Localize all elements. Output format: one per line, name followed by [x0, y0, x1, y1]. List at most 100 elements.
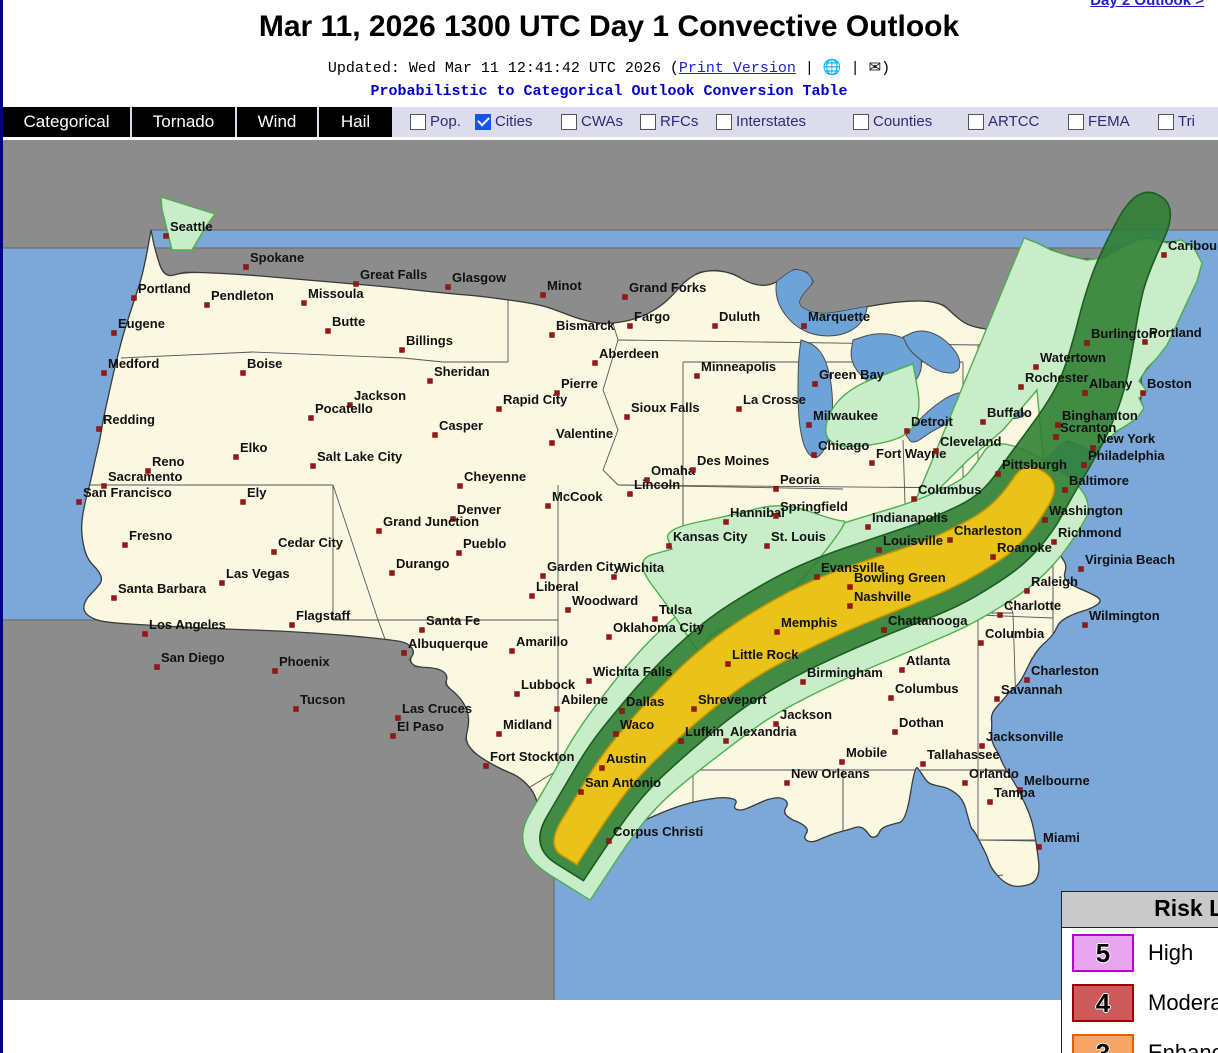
svg-text:Watertown: Watertown	[1040, 350, 1106, 365]
svg-text:Austin: Austin	[606, 751, 647, 766]
svg-text:Eugene: Eugene	[118, 316, 165, 331]
svg-text:Louisville: Louisville	[883, 533, 943, 548]
svg-text:Garden City: Garden City	[547, 559, 621, 574]
svg-text:Buffalo: Buffalo	[987, 405, 1032, 420]
svg-text:San Antonio: San Antonio	[585, 775, 661, 790]
svg-text:Alexandria: Alexandria	[730, 724, 797, 739]
svg-text:Roanoke: Roanoke	[997, 540, 1052, 555]
svg-text:La Crosse: La Crosse	[743, 392, 806, 407]
svg-text:Lubbock: Lubbock	[521, 677, 576, 692]
svg-text:Portland: Portland	[138, 281, 191, 296]
svg-text:Santa Barbara: Santa Barbara	[118, 581, 207, 596]
svg-text:Great Falls: Great Falls	[360, 267, 427, 282]
svg-text:Cedar City: Cedar City	[278, 535, 344, 550]
svg-text:Sheridan: Sheridan	[434, 364, 490, 379]
svg-text:San Diego: San Diego	[161, 650, 225, 665]
svg-text:Detroit: Detroit	[911, 414, 954, 429]
svg-text:Pendleton: Pendleton	[211, 288, 274, 303]
svg-text:St. Louis: St. Louis	[771, 529, 826, 544]
svg-text:Grand Forks: Grand Forks	[629, 280, 706, 295]
svg-text:Springfield: Springfield	[780, 499, 848, 514]
svg-text:Salt Lake City: Salt Lake City	[317, 449, 403, 464]
svg-text:Richmond: Richmond	[1058, 525, 1122, 540]
svg-text:Dallas: Dallas	[626, 694, 664, 709]
svg-text:Baltimore: Baltimore	[1069, 473, 1129, 488]
svg-text:Milwaukee: Milwaukee	[813, 408, 878, 423]
svg-text:Jackson: Jackson	[780, 707, 832, 722]
svg-text:Aberdeen: Aberdeen	[599, 346, 659, 361]
svg-text:Bowling Green: Bowling Green	[854, 570, 946, 585]
svg-text:Washington: Washington	[1049, 503, 1123, 518]
svg-text:Tallahassee: Tallahassee	[927, 747, 1000, 762]
svg-text:Fresno: Fresno	[129, 528, 172, 543]
svg-text:Waco: Waco	[620, 717, 654, 732]
svg-text:Marquette: Marquette	[808, 309, 870, 324]
svg-text:Las Cruces: Las Cruces	[402, 701, 472, 716]
svg-text:Sioux Falls: Sioux Falls	[631, 400, 700, 415]
svg-text:Philadelphia: Philadelphia	[1088, 448, 1165, 463]
svg-text:Cleveland: Cleveland	[940, 434, 1001, 449]
svg-text:Bismarck: Bismarck	[556, 318, 615, 333]
svg-text:Oklahoma City: Oklahoma City	[613, 620, 705, 635]
svg-text:Caribou: Caribou	[1168, 238, 1217, 253]
svg-text:Pocatello: Pocatello	[315, 401, 373, 416]
svg-text:Dothan: Dothan	[899, 715, 944, 730]
svg-text:Wichita: Wichita	[618, 560, 665, 575]
svg-text:Woodward: Woodward	[572, 593, 638, 608]
svg-text:Casper: Casper	[439, 418, 483, 433]
svg-text:Indianapolis: Indianapolis	[872, 510, 948, 525]
svg-text:Albuquerque: Albuquerque	[408, 636, 488, 651]
svg-text:Durango: Durango	[396, 556, 450, 571]
svg-text:Tucson: Tucson	[300, 692, 345, 707]
svg-text:Flagstaff: Flagstaff	[296, 608, 351, 623]
svg-text:Burlington: Burlington	[1091, 326, 1157, 341]
svg-text:Tulsa: Tulsa	[659, 602, 693, 617]
svg-text:Charlotte: Charlotte	[1004, 598, 1061, 613]
svg-text:Jacksonville: Jacksonville	[986, 729, 1063, 744]
svg-text:Ely: Ely	[247, 485, 267, 500]
svg-text:Midland: Midland	[503, 717, 552, 732]
svg-text:Nashville: Nashville	[854, 589, 911, 604]
svg-text:Peoria: Peoria	[780, 472, 821, 487]
svg-text:Columbus: Columbus	[895, 681, 959, 696]
svg-text:Kansas City: Kansas City	[673, 529, 748, 544]
svg-text:Los Angeles: Los Angeles	[149, 617, 226, 632]
svg-text:Seattle: Seattle	[170, 219, 213, 234]
svg-text:Columbus: Columbus	[918, 482, 982, 497]
svg-text:Atlanta: Atlanta	[906, 653, 951, 668]
svg-text:Miami: Miami	[1043, 830, 1080, 845]
svg-text:Pueblo: Pueblo	[463, 536, 506, 551]
svg-text:Fargo: Fargo	[634, 309, 670, 324]
svg-text:McCook: McCook	[552, 489, 603, 504]
svg-text:Cheyenne: Cheyenne	[464, 469, 526, 484]
svg-text:Orlando: Orlando	[969, 766, 1019, 781]
svg-text:Glasgow: Glasgow	[452, 270, 507, 285]
svg-text:Las Vegas: Las Vegas	[226, 566, 290, 581]
svg-text:Phoenix: Phoenix	[279, 654, 330, 669]
svg-text:Raleigh: Raleigh	[1031, 574, 1078, 589]
svg-text:Amarillo: Amarillo	[516, 634, 568, 649]
svg-text:Reno: Reno	[152, 454, 185, 469]
svg-text:Wilmington: Wilmington	[1089, 608, 1160, 623]
svg-text:Missoula: Missoula	[308, 286, 364, 301]
svg-text:Charleston: Charleston	[1031, 663, 1099, 678]
svg-text:Scranton: Scranton	[1060, 420, 1116, 435]
svg-text:Fort Stockton: Fort Stockton	[490, 749, 575, 764]
svg-text:Abilene: Abilene	[561, 692, 608, 707]
svg-text:Lincoln: Lincoln	[634, 477, 680, 492]
svg-text:Lufkin: Lufkin	[685, 724, 724, 739]
svg-text:Green Bay: Green Bay	[819, 367, 885, 382]
svg-text:Chicago: Chicago	[818, 438, 869, 453]
svg-text:Liberal: Liberal	[536, 579, 579, 594]
svg-text:Memphis: Memphis	[781, 615, 837, 630]
svg-text:Santa Fe: Santa Fe	[426, 613, 480, 628]
svg-text:Pierre: Pierre	[561, 376, 598, 391]
svg-text:Shreveport: Shreveport	[698, 692, 767, 707]
svg-text:Medford: Medford	[108, 356, 159, 371]
svg-text:Grand Junction: Grand Junction	[383, 514, 479, 529]
svg-text:Butte: Butte	[332, 314, 365, 329]
svg-text:Wichita Falls: Wichita Falls	[593, 664, 672, 679]
svg-text:New Orleans: New Orleans	[791, 766, 870, 781]
svg-text:Omaha: Omaha	[651, 463, 696, 478]
svg-text:El Paso: El Paso	[397, 719, 444, 734]
